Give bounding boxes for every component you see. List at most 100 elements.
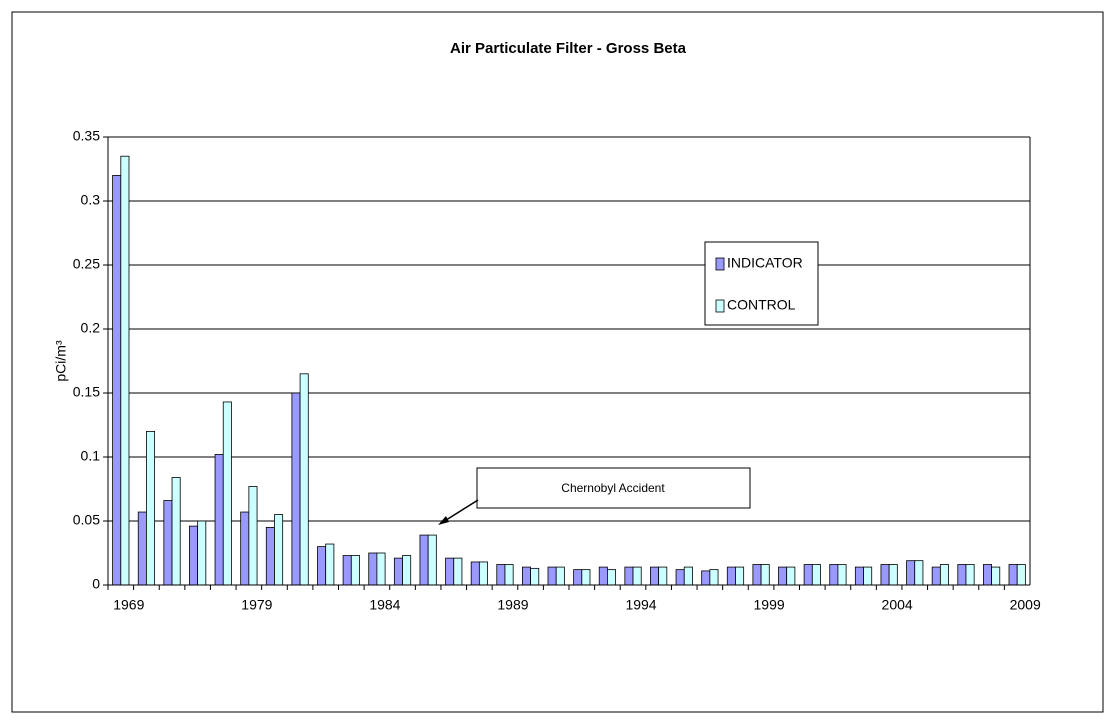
bar: [171, 477, 181, 586]
bar: [350, 555, 360, 586]
bar: [829, 564, 839, 586]
bar: [854, 566, 864, 586]
bar: [146, 430, 156, 586]
y-tick-label: 0.25: [73, 256, 100, 272]
y-tick-label: 0.35: [73, 128, 100, 144]
bar: [726, 566, 736, 586]
bar: [863, 566, 873, 586]
bar: [752, 564, 762, 586]
legend-swatch: [715, 299, 725, 313]
bar: [112, 174, 122, 586]
bar: [137, 511, 147, 586]
bar: [811, 564, 821, 586]
x-tick-label: 1994: [625, 597, 656, 613]
bar: [931, 566, 941, 586]
bar: [965, 564, 975, 586]
bar: [547, 566, 557, 586]
y-tick-label: 0.3: [81, 192, 101, 208]
y-tick-label: 0.05: [73, 512, 100, 528]
bar: [939, 564, 949, 586]
y-tick-label: 0: [92, 576, 100, 592]
arrow-head: [438, 516, 449, 525]
y-tick-label: 0.1: [81, 448, 101, 464]
bar: [837, 564, 847, 586]
x-tick-label: 1979: [241, 597, 272, 613]
bar: [581, 569, 591, 586]
bar: [650, 566, 660, 586]
bar: [803, 564, 813, 586]
bar: [1008, 564, 1018, 586]
legend-label: CONTROL: [727, 297, 796, 313]
bar: [624, 566, 634, 586]
bar: [376, 552, 386, 586]
x-tick-label: 1969: [113, 597, 144, 613]
y-tick-label: 0.2: [81, 320, 101, 336]
x-tick-label: 1999: [754, 597, 785, 613]
bar: [658, 566, 668, 586]
bar: [265, 527, 275, 586]
bar: [427, 534, 437, 586]
bar: [478, 561, 488, 586]
bar: [248, 486, 258, 586]
bar: [274, 514, 284, 586]
bar: [402, 555, 412, 586]
bar: [299, 373, 309, 586]
bar: [368, 552, 378, 586]
bar: [240, 511, 250, 586]
bar: [453, 557, 463, 586]
bar: [214, 454, 224, 586]
bar: [709, 569, 719, 586]
annotation-arrow: [442, 499, 479, 523]
bar: [906, 560, 916, 586]
bar: [470, 561, 480, 586]
chart-title: Air Particulate Filter - Gross Beta: [450, 40, 687, 57]
bar: [573, 569, 583, 586]
bar: [197, 520, 207, 586]
bar: [163, 500, 173, 586]
bar: [530, 567, 540, 586]
bar: [735, 566, 745, 586]
bar: [701, 570, 711, 586]
bar: [504, 564, 514, 586]
bar: [760, 564, 770, 586]
bar: [342, 555, 352, 586]
legend-label: INDICATOR: [727, 255, 803, 271]
x-tick-label: 2009: [1010, 597, 1041, 613]
bar: [189, 525, 199, 586]
bar: [222, 401, 232, 586]
bar: [982, 564, 992, 586]
bar: [521, 566, 531, 586]
bar: [778, 566, 788, 586]
bar: [393, 557, 403, 586]
y-tick-label: 0.15: [73, 384, 100, 400]
bar: [880, 564, 890, 586]
bar: [632, 566, 642, 586]
bar: [598, 566, 608, 586]
bar: [991, 566, 1001, 586]
bar: [496, 564, 506, 586]
bar: [555, 566, 565, 586]
x-tick-label: 2004: [882, 597, 913, 613]
x-tick-label: 1984: [369, 597, 400, 613]
bar: [786, 566, 796, 586]
annotation-text: Chernobyl Accident: [561, 481, 665, 495]
bar: [1016, 564, 1026, 586]
annotation-box: [476, 467, 751, 509]
bar: [120, 155, 130, 586]
chart-frame: [11, 11, 1104, 713]
bar: [317, 546, 327, 586]
bar: [957, 564, 967, 586]
bar: [675, 569, 685, 586]
bar: [888, 564, 898, 586]
bar: [683, 566, 693, 586]
bar: [325, 543, 335, 586]
y-axis-label: pCi/m³: [53, 340, 69, 382]
bar: [419, 534, 429, 586]
legend-swatch: [715, 257, 725, 271]
bar: [291, 392, 301, 586]
x-tick-label: 1989: [497, 597, 528, 613]
bar: [445, 557, 455, 586]
bar: [607, 569, 617, 586]
bar: [914, 560, 924, 586]
